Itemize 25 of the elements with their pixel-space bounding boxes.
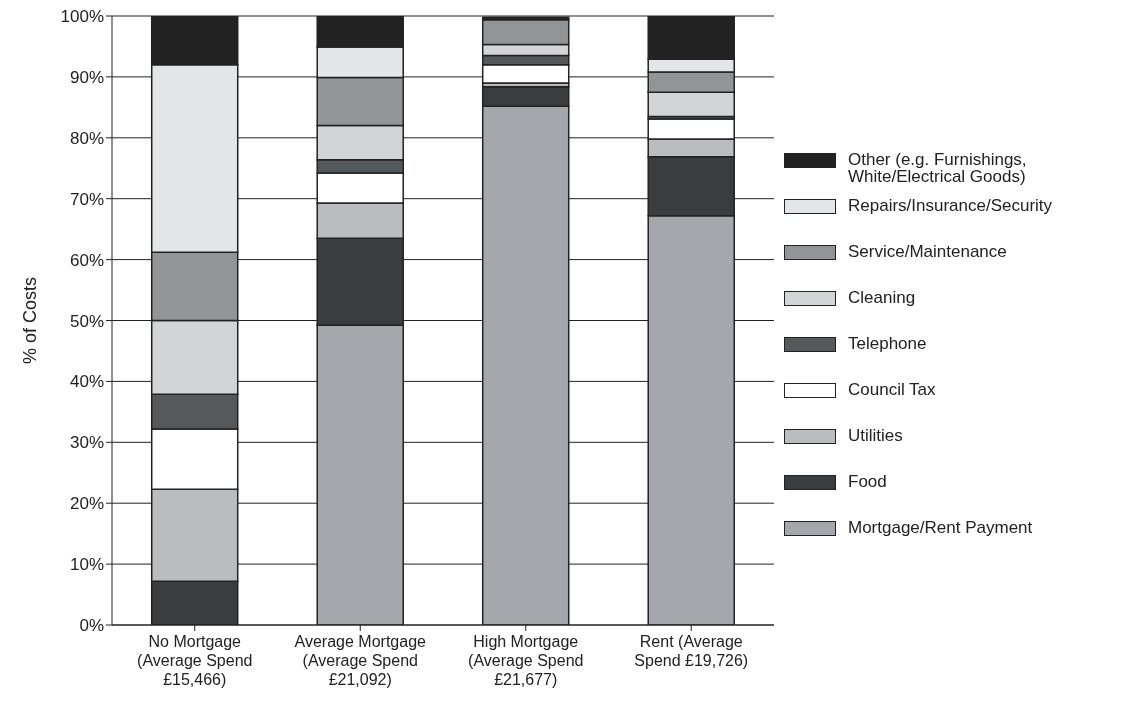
y-tick-label: 80% bbox=[69, 128, 104, 148]
x-tick-label: Average Mortgage (Average Spend £21,092) bbox=[294, 633, 427, 688]
x-tick-label: No Mortgage (Average Spend £15,466) bbox=[137, 633, 253, 688]
legend-label: Utilities bbox=[848, 425, 904, 445]
legend-label: Service/Maintenance bbox=[848, 241, 1008, 261]
y-tick-label: 0% bbox=[79, 616, 104, 636]
y-tick-label: 50% bbox=[69, 311, 104, 331]
y-axis-title: % of Costs bbox=[20, 276, 41, 365]
y-tick-label: 30% bbox=[69, 433, 104, 453]
y-tick-label: 10% bbox=[69, 555, 104, 575]
y-tick-label: 100% bbox=[60, 7, 104, 27]
y-tick-label: 60% bbox=[69, 250, 104, 270]
legend-label: Other (e.g. Furnishings, White/Electrical Goods) bbox=[848, 149, 1028, 186]
legend-label: Telephone bbox=[848, 333, 928, 353]
legend-label: Council Tax bbox=[848, 379, 937, 399]
legend-label: Cleaning bbox=[848, 287, 917, 307]
x-tick-label: Rent (Average Spend £19,726) bbox=[634, 633, 749, 669]
y-tick-label: 70% bbox=[69, 189, 104, 209]
legend-label: Food bbox=[848, 471, 888, 491]
legend-label: Mortgage/Rent Payment bbox=[848, 517, 1034, 537]
y-tick-label: 90% bbox=[69, 67, 104, 87]
legend-label: Repairs/Insurance/Security bbox=[848, 195, 1054, 215]
y-tick-label: 40% bbox=[69, 372, 104, 392]
x-tick-label: High Mortgage (Average Spend £21,677) bbox=[468, 633, 584, 688]
y-tick-label: 20% bbox=[69, 494, 104, 514]
